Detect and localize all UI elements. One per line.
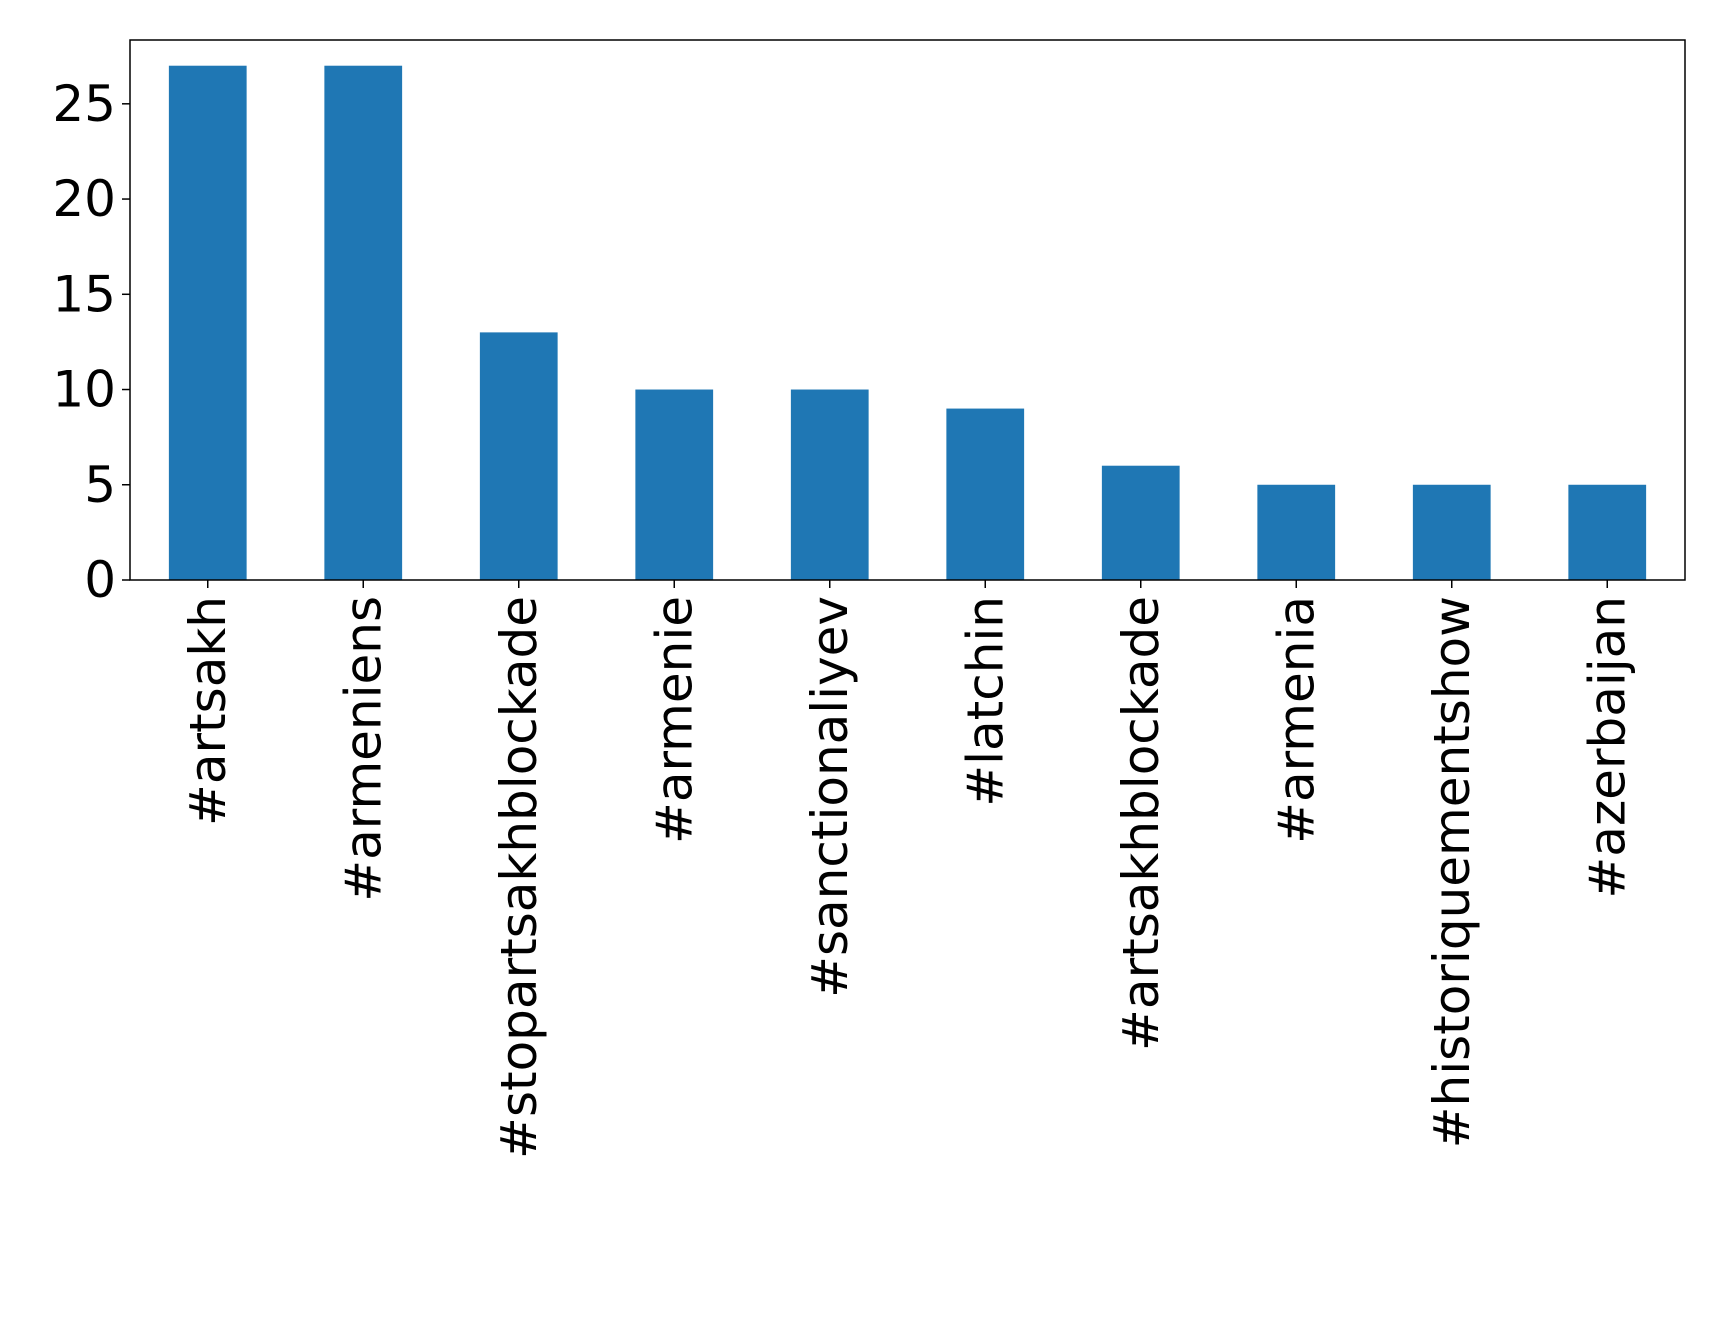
x-tick-label: #armeniens: [334, 596, 392, 902]
y-tick-label: 0: [84, 551, 116, 609]
x-tick-label: #sanctionaliyev: [801, 596, 859, 998]
bar: [1412, 484, 1491, 580]
x-tick-label: #stopartsakhblockade: [490, 596, 548, 1159]
y-tick-label: 25: [52, 75, 116, 133]
bar: [1257, 484, 1336, 580]
bar: [1101, 465, 1180, 580]
y-tick-label: 10: [52, 361, 116, 419]
bar: [635, 389, 714, 580]
bar: [1568, 484, 1647, 580]
x-tick-label: #latchin: [956, 596, 1014, 807]
plot-area-frame: [129, 39, 1686, 581]
bar: [946, 408, 1025, 580]
x-tick-label: #armenie: [645, 596, 703, 844]
x-tick-label: #azerbaijan: [1578, 596, 1636, 899]
y-tick-label: 20: [52, 170, 116, 228]
x-tick-label: #artsakhblockade: [1112, 596, 1170, 1051]
x-tick-label: #armenia: [1267, 596, 1325, 844]
y-axis: 0 5 10 15 20 25: [52, 75, 130, 609]
bar: [790, 389, 869, 580]
x-tick-label: #historiquementshow: [1423, 596, 1481, 1148]
x-axis: #artsakh #armeniens #stopartsakhblockade #a…: [179, 580, 1636, 1159]
x-tick-label: #artsakh: [179, 596, 237, 826]
bar: [324, 65, 403, 580]
bar: [479, 332, 558, 580]
y-tick-label: 5: [84, 456, 116, 514]
bar: [168, 65, 247, 580]
y-tick-label: 15: [52, 265, 116, 323]
bars: [168, 65, 1647, 580]
